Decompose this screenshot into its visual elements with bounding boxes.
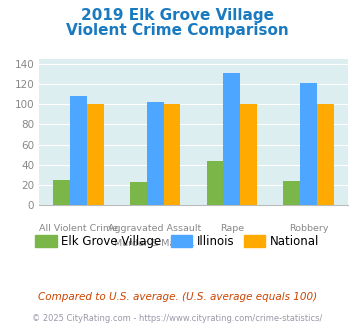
Text: Aggravated Assault: Aggravated Assault: [109, 224, 202, 233]
Bar: [300, 83, 317, 205]
Text: Murder & Mans...: Murder & Mans...: [115, 239, 196, 248]
Bar: [317, 105, 334, 205]
Bar: [164, 105, 180, 205]
Bar: [53, 180, 70, 205]
Text: Violent Crime Comparison: Violent Crime Comparison: [66, 23, 289, 38]
Bar: [223, 73, 240, 205]
Text: © 2025 CityRating.com - https://www.cityrating.com/crime-statistics/: © 2025 CityRating.com - https://www.city…: [32, 314, 323, 323]
Bar: [70, 96, 87, 205]
Text: All Violent Crime: All Violent Crime: [39, 224, 118, 233]
Bar: [240, 105, 257, 205]
Bar: [130, 182, 147, 205]
Bar: [207, 160, 223, 205]
Text: Rape: Rape: [220, 224, 244, 233]
Text: Compared to U.S. average. (U.S. average equals 100): Compared to U.S. average. (U.S. average …: [38, 292, 317, 302]
Bar: [147, 102, 164, 205]
Text: 2019 Elk Grove Village: 2019 Elk Grove Village: [81, 8, 274, 23]
Legend: Elk Grove Village, Illinois, National: Elk Grove Village, Illinois, National: [31, 231, 324, 253]
Bar: [87, 105, 104, 205]
Text: Robbery: Robbery: [289, 224, 328, 233]
Bar: [283, 181, 300, 205]
